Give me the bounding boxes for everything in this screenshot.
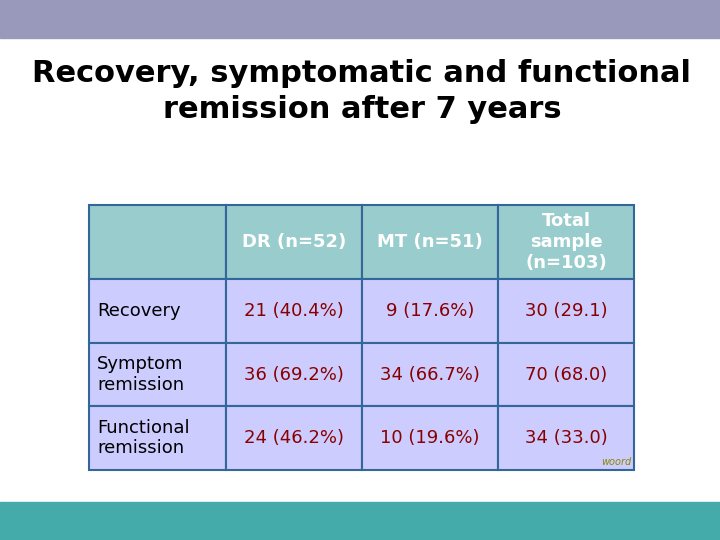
Text: MT (n=51): MT (n=51): [377, 233, 483, 251]
Text: 36 (69.2%): 36 (69.2%): [244, 366, 343, 383]
Text: 34 (66.7%): 34 (66.7%): [380, 366, 480, 383]
Text: 10 (19.6%): 10 (19.6%): [380, 429, 480, 447]
Bar: [89, 406, 225, 470]
Bar: [225, 279, 362, 343]
Bar: [89, 279, 225, 343]
Bar: [362, 205, 498, 279]
Bar: [225, 343, 362, 406]
Bar: [89, 205, 225, 279]
Bar: [498, 406, 634, 470]
Bar: [362, 406, 498, 470]
Bar: [498, 279, 634, 343]
Text: 30 (29.1): 30 (29.1): [525, 302, 608, 320]
Text: Recovery: Recovery: [97, 302, 181, 320]
Text: woord: woord: [601, 457, 631, 467]
Bar: [498, 205, 634, 279]
Text: 21 (40.4%): 21 (40.4%): [244, 302, 343, 320]
Text: DR (n=52): DR (n=52): [242, 233, 346, 251]
Bar: [362, 279, 498, 343]
Bar: [225, 406, 362, 470]
Bar: [89, 343, 225, 406]
Text: Total
sample
(n=103): Total sample (n=103): [525, 212, 607, 272]
Bar: [498, 343, 634, 406]
Text: zichtbaar beter: zichtbaar beter: [77, 517, 204, 536]
Text: 24 (46.2%): 24 (46.2%): [244, 429, 343, 447]
Text: 70 (68.0): 70 (68.0): [525, 366, 607, 383]
Text: Functional
remission: Functional remission: [97, 418, 189, 457]
Bar: [225, 205, 362, 279]
Text: Symptom
remission: Symptom remission: [97, 355, 184, 394]
Bar: [362, 343, 498, 406]
Text: 9 (17.6%): 9 (17.6%): [386, 302, 474, 320]
Text: Recovery, symptomatic and functional
remission after 7 years: Recovery, symptomatic and functional rem…: [32, 59, 691, 124]
Text: 34 (33.0): 34 (33.0): [525, 429, 608, 447]
